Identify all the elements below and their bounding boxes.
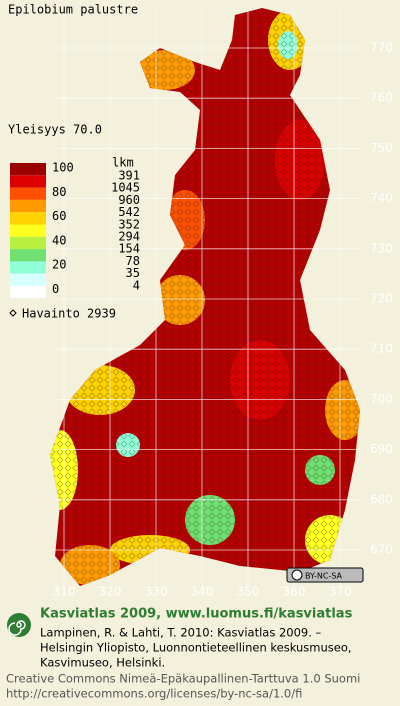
- observation-symbol: [9, 309, 17, 317]
- count-label: 4: [133, 278, 140, 292]
- north-label: 680: [370, 492, 393, 506]
- badge-text: BY-NC-SA: [305, 572, 343, 581]
- citation-line: Helsingin Yliopisto, Luonnontieteellinen…: [40, 641, 352, 655]
- north-label: 690: [370, 442, 393, 456]
- logo-circle: [7, 613, 31, 637]
- east-label: 310: [53, 585, 76, 599]
- legend-swatch: [10, 199, 46, 213]
- scale-label: 20: [52, 258, 66, 272]
- east-label: 350: [237, 585, 260, 599]
- east-label: 340: [191, 585, 214, 599]
- observation-label: Havainto 2939: [9, 307, 116, 321]
- north-label: 740: [370, 191, 393, 205]
- count-label: 154: [118, 242, 140, 256]
- license-badge: BY-NC-SA: [286, 567, 364, 583]
- legend-swatch: [10, 249, 46, 262]
- scale-label: 40: [52, 233, 66, 247]
- legend-swatch: [10, 286, 46, 299]
- east-label: 320: [99, 585, 122, 599]
- scale-label: 60: [52, 209, 66, 223]
- north-label: 730: [370, 241, 393, 255]
- north-label: 760: [370, 91, 393, 105]
- citation-line: Lampinen, R. & Lahti, T. 2010: Kasviatla…: [40, 626, 322, 640]
- legend-swatch: [10, 175, 46, 188]
- count-label: 78: [126, 254, 140, 268]
- east-label: 370: [329, 585, 352, 599]
- legend-swatch: [10, 261, 46, 274]
- legend-swatch: [10, 273, 46, 286]
- frequency: Yleisyys 70.0: [8, 123, 102, 137]
- count-label: 391: [118, 169, 140, 183]
- scale-label: 0: [52, 282, 59, 296]
- badge-box: [286, 567, 364, 583]
- north-label: 700: [370, 392, 393, 406]
- count-label: 294: [118, 230, 140, 244]
- legend-swatch: [10, 163, 46, 176]
- north-label: 770: [370, 41, 393, 55]
- scale-label: 100: [52, 161, 74, 175]
- north-label: 750: [370, 141, 393, 155]
- citation-line: Kasvimuseo, Helsinki.: [40, 656, 165, 670]
- legend-swatch: [10, 236, 46, 250]
- cc-icon: [291, 569, 303, 581]
- legend-swatch: [10, 224, 46, 237]
- east-label: 360: [283, 585, 306, 599]
- coordinate-grid: [55, 10, 360, 586]
- observations: Havainto 2939: [22, 307, 116, 321]
- count-label: 542: [118, 205, 140, 219]
- scale-label: 80: [52, 185, 66, 199]
- title: Epilobium palustre: [8, 3, 138, 17]
- legend-swatch: [10, 187, 46, 200]
- license-line: http://creativecommons.org/licenses/by-n…: [6, 687, 302, 701]
- east-label: 330: [145, 585, 168, 599]
- count-label: 1045: [111, 181, 140, 195]
- logo: [7, 613, 31, 637]
- north-label: 670: [370, 543, 393, 557]
- count-header: lkm: [112, 156, 134, 170]
- logo-spiral: [8, 620, 26, 636]
- count-label: 960: [118, 193, 140, 207]
- north-label: 720: [370, 292, 393, 306]
- north-label: 710: [370, 342, 393, 356]
- footer-heading: Kasviatlas 2009, www.luomus.fi/kasviatla…: [40, 607, 353, 622]
- license-line: Creative Commons Nimeä-Epäkaupallinen-Ta…: [6, 672, 360, 686]
- count-label: 35: [126, 266, 140, 280]
- legend-swatch: [10, 212, 46, 225]
- count-label: 352: [118, 217, 140, 231]
